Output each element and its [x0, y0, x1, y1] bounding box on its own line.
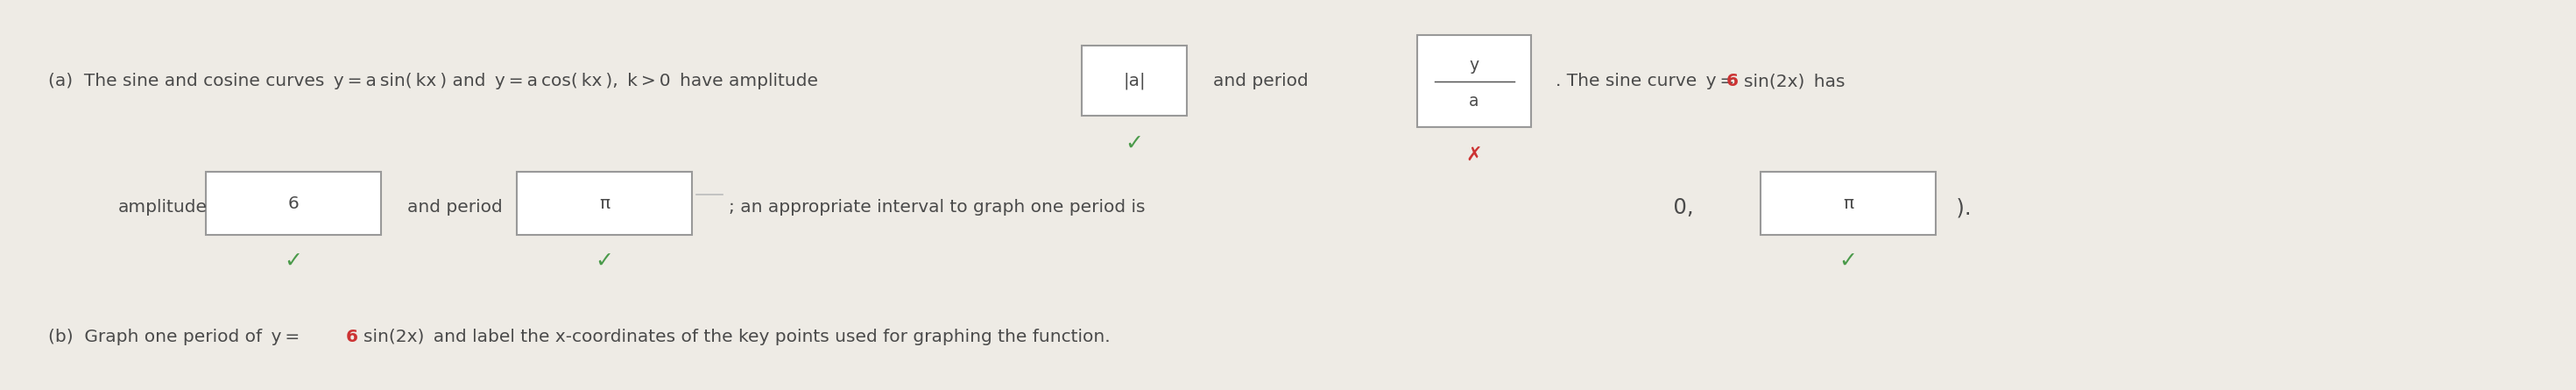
Text: ✓: ✓: [1839, 251, 1857, 272]
FancyBboxPatch shape: [1417, 35, 1530, 127]
Text: amplitude: amplitude: [118, 199, 209, 216]
Text: 6: 6: [345, 329, 358, 346]
Text: sin(2x)  has: sin(2x) has: [1741, 73, 1844, 90]
Text: 6: 6: [289, 195, 299, 212]
Text: a: a: [1468, 93, 1479, 110]
Text: π: π: [1842, 195, 1855, 212]
Text: (a)  The sine and cosine curves  y = a sin( kx ) and  y = a cos( kx ),  k > 0  h: (a) The sine and cosine curves y = a sin…: [49, 73, 819, 90]
FancyBboxPatch shape: [206, 172, 381, 235]
Text: . The sine curve  y =: . The sine curve y =: [1556, 73, 1739, 90]
Text: (b)  Graph one period of  y =: (b) Graph one period of y =: [49, 329, 304, 346]
Text: ).: ).: [1942, 197, 1971, 218]
Text: 6: 6: [1726, 73, 1739, 90]
FancyBboxPatch shape: [1759, 172, 1935, 235]
FancyBboxPatch shape: [518, 172, 693, 235]
Text: ✗: ✗: [1466, 146, 1481, 164]
Text: ; an appropriate interval to graph one period is: ; an appropriate interval to graph one p…: [729, 199, 1146, 216]
Text: ✓: ✓: [1126, 133, 1144, 154]
Text: π: π: [600, 195, 611, 212]
Text: ✓: ✓: [283, 251, 301, 272]
Text: and period: and period: [407, 199, 502, 216]
Text: 0,: 0,: [1659, 197, 1708, 218]
Text: ✓: ✓: [595, 251, 613, 272]
Text: y: y: [1468, 57, 1479, 74]
Text: sin(2x)  and label the x-coordinates of the key points used for graphing the fun: sin(2x) and label the x-coordinates of t…: [361, 329, 1110, 346]
Text: |a|: |a|: [1123, 72, 1146, 89]
Text: and period: and period: [1213, 73, 1309, 90]
FancyBboxPatch shape: [1082, 46, 1188, 116]
